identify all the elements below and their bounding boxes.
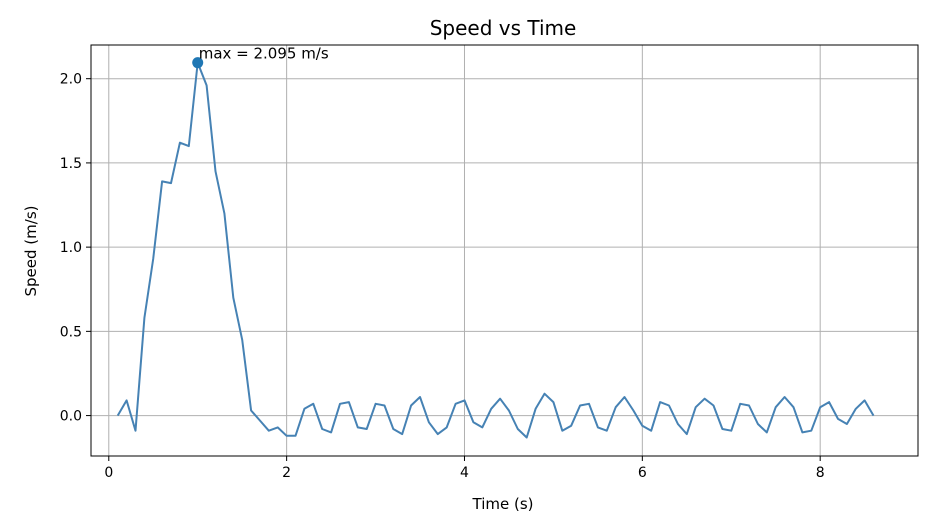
y-tick-label: 2.0 — [60, 72, 82, 88]
y-tick-label: 1.0 — [60, 240, 82, 256]
plot-frame — [90, 44, 919, 457]
annotation-layer: max = 2.095 m/s — [192, 45, 329, 69]
y-tick-label: 0.5 — [60, 324, 82, 340]
chart-title: Speed vs Time — [430, 16, 577, 40]
y-tick-label: 0.0 — [60, 409, 82, 425]
y-axis-label: Speed (m/s) — [22, 206, 40, 297]
max-point-marker — [192, 57, 204, 69]
series-layer — [116, 61, 875, 439]
y-tick-label: 1.5 — [60, 156, 82, 172]
x-tick-label: 4 — [460, 465, 469, 481]
x-tick-label: 6 — [638, 465, 647, 481]
x-tick-label: 8 — [816, 465, 825, 481]
max-annotation-label: max = 2.095 m/s — [199, 45, 329, 63]
x-tick-label: 2 — [282, 465, 291, 481]
x-axis-label: Time (s) — [472, 495, 534, 513]
grid — [91, 45, 918, 456]
x-tick-label: 0 — [104, 465, 113, 481]
speed-series-line — [116, 61, 875, 439]
axis-ticks: 0 2 4 6 8 0.0 0.5 1.0 1.5 2.0 — [60, 72, 825, 481]
